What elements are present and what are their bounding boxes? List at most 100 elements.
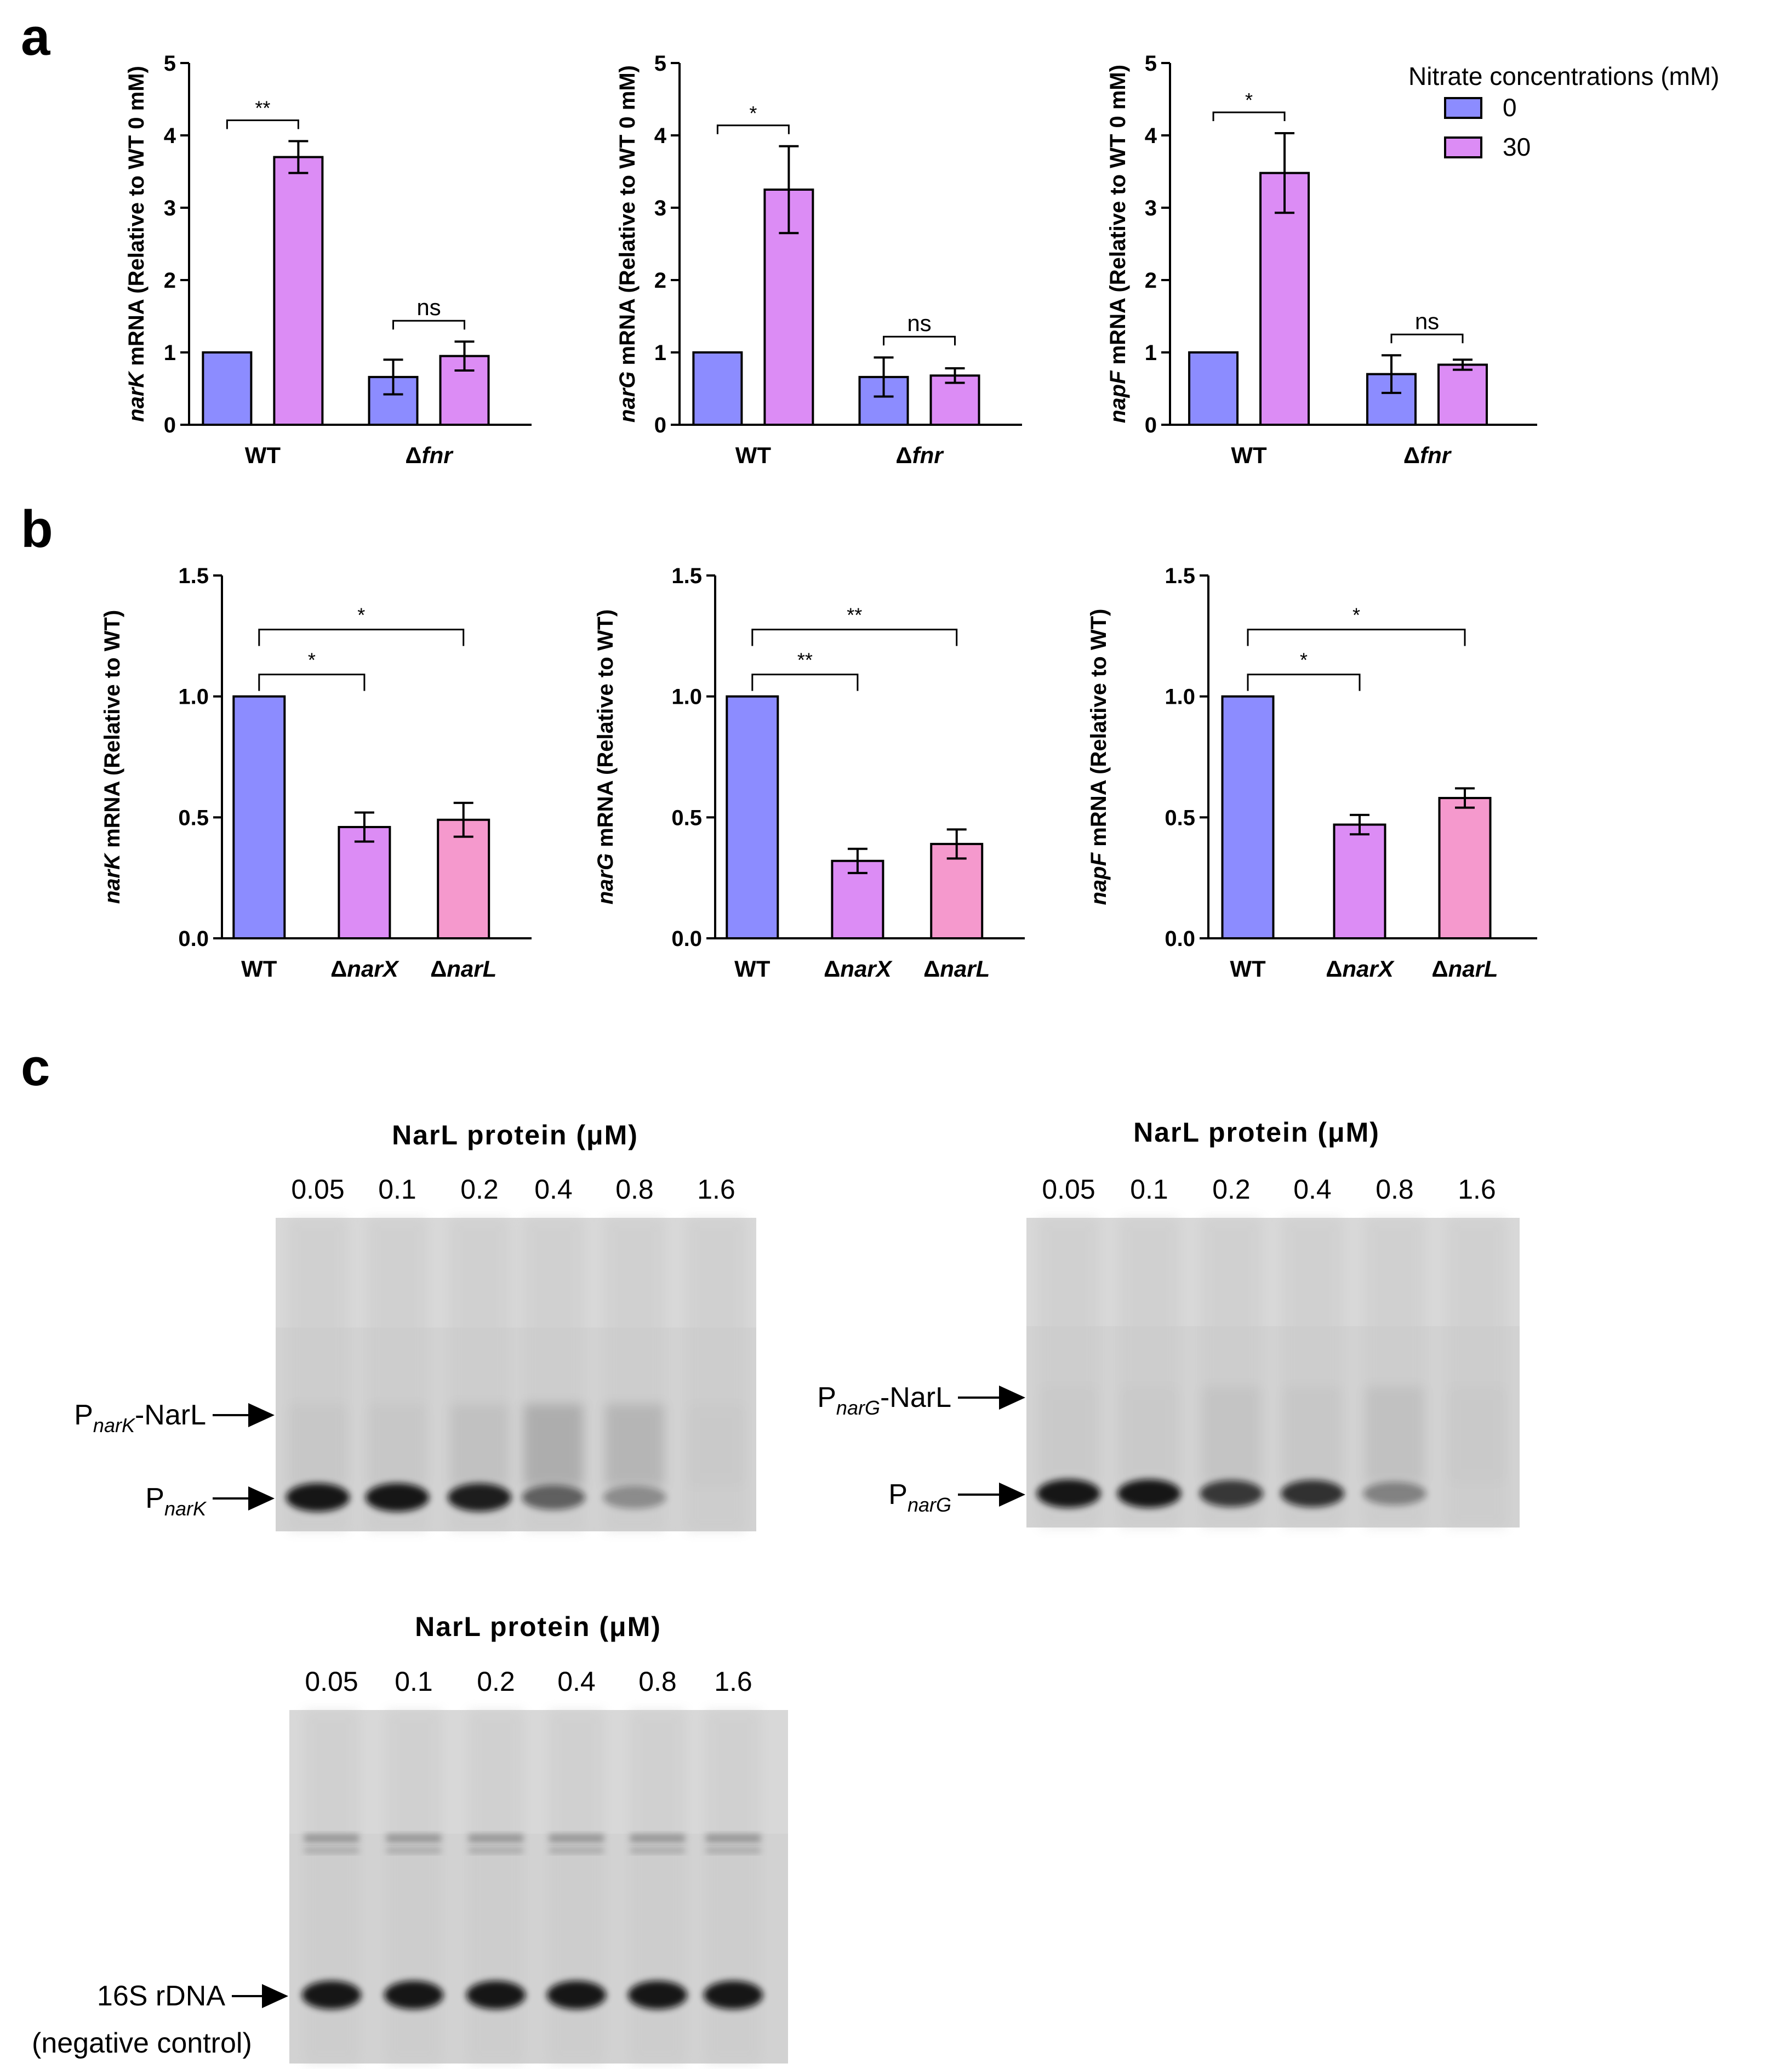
upper-band xyxy=(386,1848,441,1853)
y-tick-label: 0.0 xyxy=(178,927,209,951)
y-axis-label-text: mRNA (Relative to WT) xyxy=(593,609,618,853)
complex-band xyxy=(1283,1387,1342,1483)
lane-label-0.4: 0.4 xyxy=(557,1666,596,1697)
lane-label-0.8: 0.8 xyxy=(1376,1174,1414,1205)
upper-band xyxy=(304,1834,359,1842)
gel-gel3: NarL protein (μM) 0.05 0.1 0.2 0.4 0.8 1.6 16S … xyxy=(32,1611,788,2064)
band-label: PnarK xyxy=(145,1483,207,1520)
y-tick-label: 0.5 xyxy=(1165,806,1195,830)
y-tick-label: 2 xyxy=(164,269,176,293)
significance-label: ** xyxy=(797,649,813,671)
y-tick-label: 5 xyxy=(654,52,666,76)
chart-b3: 0.0 0.5 1.0 1.5 napF mRNA (Relative to WT) WT… xyxy=(1087,564,1537,982)
chart-b1: 0.0 0.5 1.0 1.5 narK mRNA (Relative to WT) WT… xyxy=(100,564,532,982)
free-dna-band xyxy=(1037,1479,1100,1508)
band-label-suffix: -NarL xyxy=(135,1399,206,1431)
complex-band xyxy=(368,1404,427,1486)
band-label: 16S rDNA xyxy=(97,1980,225,2012)
gel-gel2: NarL protein (μM) 0.05 0.1 0.2 0.4 0.8 1.6 Pnar… xyxy=(817,1117,1520,1527)
x-tick-label-part-0: Δ xyxy=(330,956,347,982)
bar-ΔnarX xyxy=(1333,823,1386,940)
gel-title: NarL protein (μM) xyxy=(392,1120,638,1150)
significance-label: ns xyxy=(416,294,441,320)
significance-bracket xyxy=(226,119,299,129)
lane-smear xyxy=(1447,1218,1506,1527)
band-label: PnarG xyxy=(888,1479,951,1516)
lane-label-0.4: 0.4 xyxy=(534,1174,573,1205)
legend: Nitrate concentrations (mM) 0 30 xyxy=(1408,62,1720,161)
complex-band xyxy=(1039,1387,1098,1483)
x-tick-label: ΔnarX xyxy=(824,956,893,982)
upper-band xyxy=(706,1834,761,1842)
arrow-head-icon xyxy=(248,1403,275,1427)
significance-label: * xyxy=(1300,649,1308,671)
lane-label-0.8: 0.8 xyxy=(615,1174,654,1205)
significance-bracket xyxy=(1212,111,1286,122)
gel-note: (negative control) xyxy=(32,2027,252,2059)
y-axis-label-text: mRNA (Relative to WT) xyxy=(100,610,124,854)
x-tick-label: ΔnarL xyxy=(430,956,496,982)
y-axis-label-gene: napF xyxy=(1087,852,1111,905)
lane-label-0.1: 0.1 xyxy=(395,1666,433,1697)
x-tick-label-part-1: narL xyxy=(940,956,990,982)
free-dna-band xyxy=(1363,1481,1426,1506)
lane-label-0.05: 0.05 xyxy=(1042,1174,1095,1205)
significance-bracket xyxy=(1390,333,1464,344)
y-tick-label: 4 xyxy=(654,124,667,148)
legend-swatch-30 xyxy=(1444,136,1482,158)
bar-0-WT xyxy=(692,351,743,426)
lane-label-0.8: 0.8 xyxy=(638,1666,677,1697)
y-tick-label: 0.0 xyxy=(1165,927,1195,951)
significance-label: * xyxy=(749,102,757,124)
gel-background-top xyxy=(1026,1218,1520,1326)
significance-label: * xyxy=(1352,604,1360,626)
bar-0-WT xyxy=(202,351,253,426)
x-tick-label-part-0: Δ xyxy=(824,956,840,982)
y-tick-label: 2 xyxy=(654,269,666,293)
y-axis-label-gene: narG xyxy=(615,372,640,423)
lane-smear xyxy=(386,1710,441,2064)
bar-ΔnarL xyxy=(930,842,984,939)
band-label: PnarK-NarL xyxy=(74,1399,206,1437)
lane-smear xyxy=(304,1710,359,2064)
y-tick-label: 1.5 xyxy=(1165,564,1195,588)
y-axis-label-text: mRNA (Relative to WT 0 mM) xyxy=(615,65,640,372)
y-tick-label: 2 xyxy=(1145,269,1157,293)
upper-band xyxy=(469,1848,523,1853)
y-tick-label: 1 xyxy=(1145,341,1157,365)
upper-band xyxy=(549,1848,604,1853)
significance-bracket xyxy=(751,629,958,646)
lane-label-0.4: 0.4 xyxy=(1293,1174,1332,1205)
y-axis-label-gene: narG xyxy=(593,853,618,904)
bar-ΔnarL xyxy=(1438,797,1492,939)
y-tick-label: 1.0 xyxy=(178,685,209,709)
band-label-sub: narK xyxy=(164,1497,207,1520)
x-tick-label-part-0: Δ xyxy=(405,442,421,468)
y-axis-label: napF mRNA (Relative to WT) xyxy=(1087,609,1111,905)
x-tick-label: WT xyxy=(734,956,771,982)
panel-letter-c: c xyxy=(21,1038,50,1097)
y-axis-label: narK mRNA (Relative to WT) xyxy=(100,610,124,904)
x-tick-label-part-1: narX xyxy=(1342,956,1395,982)
y-tick-label: 1 xyxy=(654,341,666,365)
upper-band xyxy=(549,1834,604,1842)
y-tick-label: 0.5 xyxy=(178,806,209,830)
band-label-sub: narK xyxy=(93,1414,136,1437)
lane-label-0.2: 0.2 xyxy=(477,1666,515,1697)
free-dna-band xyxy=(466,1981,526,2009)
lane-label-1.6: 1.6 xyxy=(714,1666,752,1697)
x-tick-label-part-0: Δ xyxy=(895,442,912,468)
upper-band xyxy=(304,1848,359,1853)
significance-bracket xyxy=(258,629,465,646)
complex-band xyxy=(288,1404,347,1486)
x-tick-label-part-0: Δ xyxy=(1403,442,1420,468)
x-tick-label: ΔnarX xyxy=(330,956,400,982)
band-label-main: 16S rDNA xyxy=(97,1980,225,2012)
x-tick-label: WT xyxy=(735,442,772,468)
legend-label-30: 30 xyxy=(1503,133,1531,161)
x-tick-label-part-1: fnr xyxy=(1420,442,1452,468)
free-dna-band xyxy=(1117,1479,1181,1508)
bar-30-Δfnr xyxy=(1437,363,1488,426)
significance-label: * xyxy=(308,649,316,671)
